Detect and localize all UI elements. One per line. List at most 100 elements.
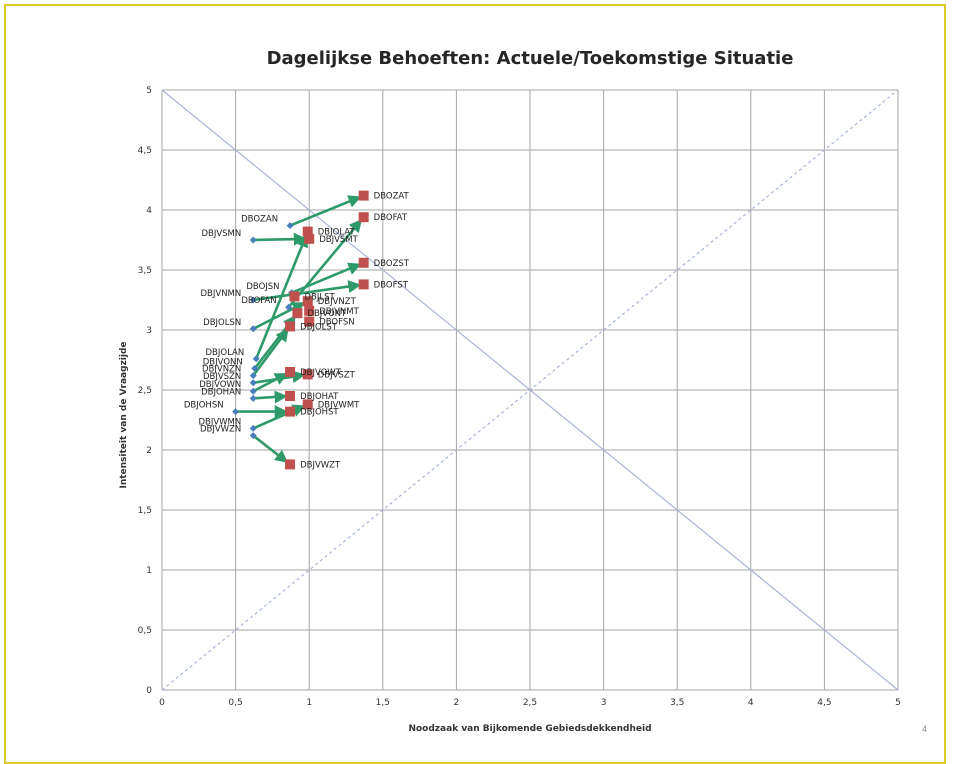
point-dbjvwzt (285, 459, 296, 470)
y-tick-label: 3,5 (138, 266, 152, 276)
x-tick-label: 5 (895, 698, 901, 708)
y-tick-label: 4 (146, 206, 152, 216)
point-label-dbjohst: DBJOHST (300, 408, 339, 418)
y-tick-label: 5 (146, 86, 152, 96)
point-dbjvont (292, 308, 303, 319)
y-tick-label: 3 (146, 326, 152, 336)
point-label-dbjvnmn: DBJVNMN (201, 289, 242, 299)
point-label-dbjolat: DBJOLAT (318, 228, 356, 238)
point-dbjohst (285, 406, 296, 417)
point-dbjolan (252, 355, 260, 363)
x-tick-label: 4 (748, 698, 754, 708)
arrow-dbjvnzn (252, 328, 289, 377)
point-label-dbjvwzn: DBJVWZN (200, 425, 241, 435)
tick-labels: 0 0,5 1 1,5 2 2,5 3 3,5 4 4,5 5 0 0,5 1 1,5 2 2,5 3 3,5 4 4,… (138, 86, 901, 708)
data-points (232, 190, 369, 470)
point-dbozst (358, 257, 369, 268)
point-dbofst (358, 279, 369, 290)
point-dbjvsmt (304, 233, 315, 244)
point-label-dbofst: DBOFST (374, 280, 409, 290)
x-tick-label: 0,5 (228, 698, 242, 708)
x-tick-label: 1 (306, 698, 312, 708)
point-label-dbjvnmt: DBJVNMT (319, 307, 359, 317)
point-dbjvnzn (249, 372, 257, 380)
point-label-dbjvown: DBJVOWN (199, 380, 241, 390)
arrows (235, 195, 363, 463)
point-label-dbozst: DBOZST (374, 259, 410, 269)
y-tick-label: 0,5 (138, 626, 152, 636)
point-dbofsn (304, 316, 315, 327)
arrow-dbjvown (252, 373, 288, 393)
arrow-dbjohan (253, 390, 288, 404)
point-label-dbjvont: DBJVONT (307, 309, 347, 319)
point-dbjolsn (249, 325, 257, 333)
arrow-dbozan (289, 195, 362, 227)
point-dbjvwmn (249, 424, 257, 432)
point-label-dbjvsmt: DBJVSMT (319, 235, 358, 245)
point-dbjohat (285, 391, 296, 401)
point-dbofan (285, 303, 293, 311)
point-label-dbjolst: DBJOLST (300, 322, 338, 332)
point-dbjolst (285, 321, 296, 332)
point-label-dbjvszt: DBJVSZT (318, 370, 356, 380)
point-label-dbjvwmn: DBJVWMN (198, 417, 241, 427)
point-dbjvszt (302, 369, 313, 380)
point-dbjvnzt (302, 296, 313, 307)
arrow-dbjolan (255, 233, 308, 360)
point-label-dbofsn: DBOFSN (319, 318, 354, 328)
point-label-dbjvsmn: DBJVSMN (201, 229, 241, 239)
point-dbjvnmt (304, 305, 315, 316)
point-label-dbozan: DBOZAN (241, 215, 278, 225)
point-dbofat (358, 212, 369, 223)
point-label-dbjolsn: DBJOLSN (203, 318, 241, 328)
reference-line-dotted (161, 89, 899, 691)
arrow-dbjvnmn (253, 280, 362, 302)
point-dbjohsn (232, 408, 240, 416)
x-tick-label: 2,5 (523, 698, 537, 708)
point-dbjohan (249, 394, 257, 402)
reference-lines (161, 89, 899, 691)
point-label-dbjvnzt: DBJVNZT (318, 297, 357, 307)
x-tick-label: 3,5 (670, 698, 684, 708)
point-label-dbjvowt: DBJVOWT (300, 368, 342, 378)
arrow-dbjolsn (252, 302, 306, 330)
point-dbjvonn (251, 364, 259, 372)
point-label-dbjvwzt: DBJVWZT (300, 460, 341, 470)
point-label-dbjvszn: DBJVSZN (203, 372, 241, 382)
point-label-dbjohsn: DBJOHSN (184, 401, 224, 411)
point-dbozat (358, 190, 369, 201)
point-dbjvwzn (249, 432, 257, 440)
page-number: 4 (922, 724, 928, 734)
x-tick-label: 0 (159, 698, 165, 708)
point-dbozan (286, 222, 294, 230)
point-label-dbjlst: DBJLST (304, 292, 335, 302)
point-label-dbjvonn: DBJVONN (203, 357, 243, 367)
point-dbjvszn (249, 379, 257, 387)
x-tick-label: 1,5 (376, 698, 390, 708)
y-tick-label: 1,5 (138, 506, 152, 516)
point-label-dbjvwmt: DBJVWMT (318, 400, 360, 410)
point-dbjvnmn (249, 296, 257, 304)
point-label-dbjolan: DBJOLAN (206, 348, 245, 358)
point-label-dbjohan: DBJOHAN (201, 387, 241, 397)
point-dbjvsmn (249, 236, 257, 244)
grid (161, 89, 899, 691)
point-label-dbozat: DBOZAT (374, 192, 410, 202)
arrow-dbjvwmn (252, 404, 306, 430)
point-dbjvwmt (302, 399, 313, 410)
x-tick-label: 3 (601, 698, 607, 708)
point-label-dbjvnzn: DBJVNZN (202, 365, 241, 375)
point-label-dbjohat: DBJOHAT (300, 392, 339, 402)
y-tick-label: 1 (146, 566, 152, 576)
point-label-dbofat: DBOFAT (374, 213, 408, 223)
arrow-dbojsn (291, 262, 362, 295)
arrow-dbjvsmn (253, 232, 307, 246)
x-axis-label: Noodzaak van Bijkomende Gebiedsdekkendhe… (408, 724, 652, 734)
point-dbjvown (249, 387, 257, 395)
arrow-dbjvwzn (252, 434, 289, 463)
point-label-dbofan: DBOFAN (241, 296, 276, 306)
point-label-dbojsn: DBOJSN (246, 282, 279, 292)
y-tick-label: 4,5 (138, 146, 152, 156)
